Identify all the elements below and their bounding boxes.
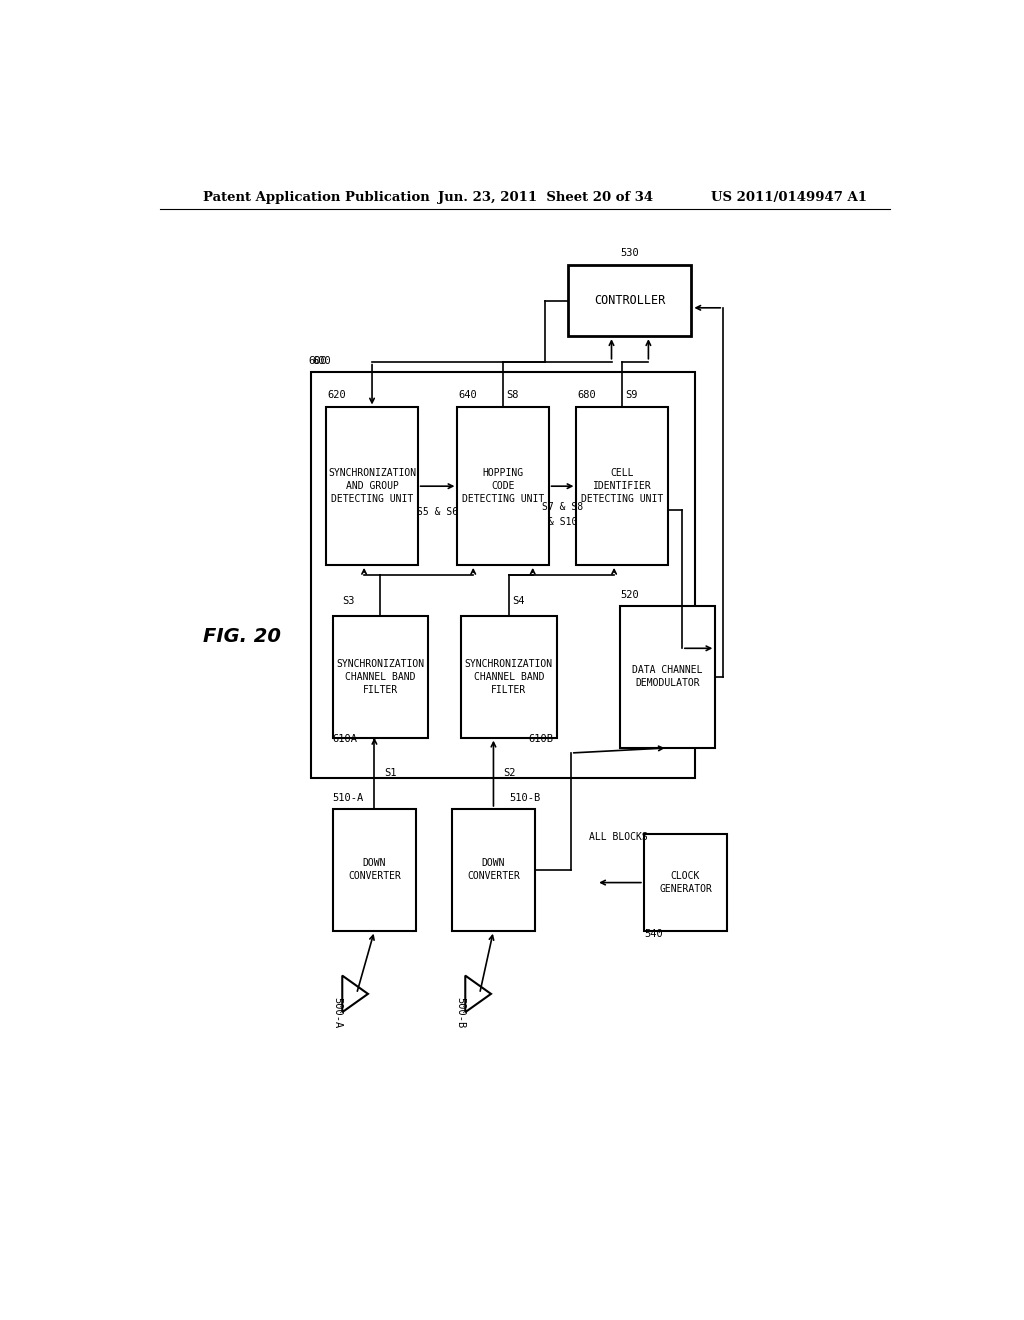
Text: ALL BLOCKS: ALL BLOCKS: [589, 832, 648, 842]
Text: CELL
IDENTIFIER
DETECTING UNIT: CELL IDENTIFIER DETECTING UNIT: [581, 469, 664, 504]
Bar: [452, 809, 536, 931]
Text: DOWN
CONVERTER: DOWN CONVERTER: [348, 858, 400, 882]
Polygon shape: [465, 975, 490, 1012]
Bar: [577, 408, 668, 565]
Text: S8: S8: [506, 391, 519, 400]
Text: CONTROLLER: CONTROLLER: [594, 294, 666, 308]
Text: SYNCHRONIZATION
CHANNEL BAND
FILTER: SYNCHRONIZATION CHANNEL BAND FILTER: [465, 659, 553, 694]
Text: US 2011/0149947 A1: US 2011/0149947 A1: [712, 190, 867, 203]
Text: S7 & S8: S7 & S8: [542, 502, 583, 512]
Polygon shape: [342, 975, 368, 1012]
Text: 610A: 610A: [333, 734, 357, 744]
Text: SYNCHRONIZATION
CHANNEL BAND
FILTER: SYNCHRONIZATION CHANNEL BAND FILTER: [336, 659, 424, 694]
Text: FIG. 20: FIG. 20: [204, 627, 282, 645]
Bar: [327, 408, 418, 565]
Text: CLOCK
GENERATOR: CLOCK GENERATOR: [659, 871, 712, 894]
Text: HOPPING
CODE
DETECTING UNIT: HOPPING CODE DETECTING UNIT: [462, 469, 544, 504]
Text: DOWN
CONVERTER: DOWN CONVERTER: [467, 858, 520, 882]
Text: Jun. 23, 2011  Sheet 20 of 34: Jun. 23, 2011 Sheet 20 of 34: [437, 190, 652, 203]
Text: 510-B: 510-B: [509, 793, 541, 803]
Bar: [310, 372, 695, 779]
Text: 510-A: 510-A: [333, 793, 364, 803]
Text: DATA CHANNEL
DEMODULATOR: DATA CHANNEL DEMODULATOR: [633, 665, 702, 688]
Text: 500-B: 500-B: [456, 997, 466, 1028]
Text: 530: 530: [620, 248, 639, 257]
Text: 540: 540: [644, 929, 663, 939]
Text: S3: S3: [342, 595, 355, 606]
Text: 680: 680: [578, 391, 596, 400]
Text: 610B: 610B: [528, 734, 554, 744]
Bar: [568, 265, 691, 337]
Text: & S10: & S10: [548, 516, 578, 527]
Bar: [333, 809, 416, 931]
Text: 600: 600: [312, 356, 331, 366]
Text: SYNCHRONIZATION
AND GROUP
DETECTING UNIT: SYNCHRONIZATION AND GROUP DETECTING UNIT: [328, 469, 416, 504]
Text: S9: S9: [626, 391, 638, 400]
Text: 640: 640: [458, 391, 477, 400]
Bar: [461, 615, 557, 738]
Bar: [620, 606, 715, 748]
Text: 500-A: 500-A: [333, 997, 343, 1028]
Text: S5 & S6: S5 & S6: [417, 507, 458, 516]
Text: S2: S2: [503, 768, 515, 779]
Bar: [644, 834, 727, 931]
Text: 600: 600: [308, 356, 327, 366]
Text: 520: 520: [620, 590, 639, 599]
Bar: [458, 408, 549, 565]
Text: Patent Application Publication: Patent Application Publication: [204, 190, 430, 203]
Text: 620: 620: [328, 391, 346, 400]
Text: S1: S1: [384, 768, 396, 779]
Text: S4: S4: [512, 595, 524, 606]
Bar: [333, 615, 428, 738]
